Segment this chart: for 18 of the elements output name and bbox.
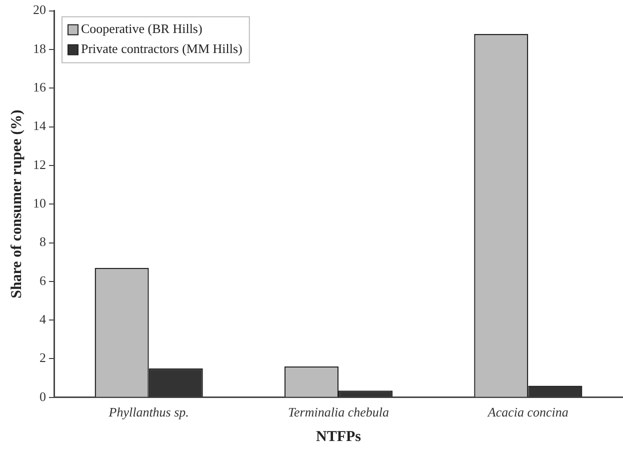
y-tick-label: 8 [40, 234, 46, 250]
y-tick-label: 2 [40, 350, 46, 366]
y-tick-label: 6 [40, 272, 46, 288]
y-tick-label: 18 [33, 40, 46, 56]
x-tick-label: Acacia concina [486, 404, 569, 420]
y-tick-label: 10 [33, 196, 46, 211]
y-tick-label: 12 [33, 156, 46, 172]
legend-label: Private contractors (MM Hills) [81, 41, 242, 56]
y-tick-label: 4 [40, 312, 46, 326]
x-tick-label: Terminalia chebula [288, 404, 390, 420]
y-tick-label: 0 [40, 388, 46, 404]
legend-label: Cooperative (BR Hills) [81, 21, 202, 36]
y-tick-label: 20 [33, 2, 46, 18]
y-axis-title: Share of consumer rupee (%) [8, 110, 25, 298]
y-tick-label: 16 [33, 80, 46, 95]
y-tick-label: 14 [33, 118, 46, 134]
x-axis-title: NTFPs [316, 428, 362, 445]
x-tick-label: Phyllanthus sp. [108, 404, 189, 420]
